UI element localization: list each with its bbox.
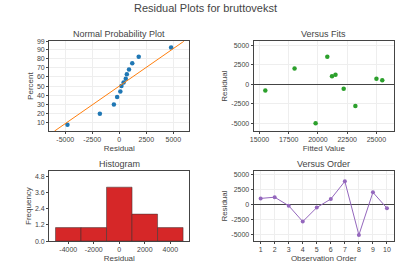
svg-text:60: 60: [37, 73, 45, 80]
svg-text:-5000: -5000: [231, 231, 249, 238]
svg-text:40: 40: [37, 92, 45, 99]
svg-text:-5000: -5000: [56, 136, 74, 143]
svg-text:Percent: Percent: [26, 72, 35, 100]
svg-text:Versus Order: Versus Order: [297, 159, 350, 169]
svg-text:0: 0: [245, 201, 249, 208]
svg-text:-2500: -2500: [231, 216, 249, 223]
svg-text:1.2: 1.2: [35, 221, 45, 228]
svg-text:10: 10: [37, 119, 45, 126]
svg-text:20000: 20000: [308, 136, 328, 143]
svg-text:3: 3: [287, 246, 291, 253]
svg-text:70: 70: [37, 64, 45, 71]
svg-text:4000: 4000: [163, 246, 179, 253]
svg-text:30: 30: [37, 101, 45, 108]
svg-text:10: 10: [383, 246, 391, 253]
svg-text:Versus Fits: Versus Fits: [301, 29, 346, 39]
svg-text:3.6: 3.6: [35, 189, 45, 196]
svg-text:5000: 5000: [234, 171, 250, 178]
svg-text:Frequency: Frequency: [24, 187, 33, 225]
svg-text:25000: 25000: [367, 136, 387, 143]
svg-text:6: 6: [329, 246, 333, 253]
svg-text:0: 0: [117, 246, 121, 253]
svg-text:Normal Probability Plot: Normal Probability Plot: [73, 29, 165, 39]
svg-text:22500: 22500: [337, 136, 357, 143]
svg-text:17500: 17500: [279, 136, 299, 143]
svg-text:Residual: Residual: [220, 70, 229, 101]
svg-text:5000: 5000: [165, 136, 181, 143]
svg-text:Histogram: Histogram: [99, 159, 140, 169]
svg-text:-4000: -4000: [59, 246, 77, 253]
svg-text:4: 4: [301, 246, 305, 253]
svg-text:50: 50: [37, 83, 45, 90]
svg-text:Residual: Residual: [104, 144, 135, 153]
svg-text:2500: 2500: [234, 61, 250, 68]
svg-text:9: 9: [371, 246, 375, 253]
svg-text:-2500: -2500: [83, 136, 101, 143]
svg-text:1: 1: [259, 246, 263, 253]
svg-text:2: 2: [273, 246, 277, 253]
svg-text:7: 7: [343, 246, 347, 253]
svg-text:15000: 15000: [250, 136, 270, 143]
svg-text:0: 0: [245, 81, 249, 88]
svg-text:4.8: 4.8: [35, 173, 45, 180]
svg-text:2000: 2000: [137, 246, 153, 253]
svg-text:0: 0: [117, 136, 121, 143]
svg-text:5: 5: [315, 246, 319, 253]
svg-text:5000: 5000: [234, 42, 250, 49]
svg-text:2500: 2500: [234, 186, 250, 193]
svg-text:8: 8: [357, 246, 361, 253]
svg-text:-2000: -2000: [85, 246, 103, 253]
svg-text:Residual: Residual: [104, 254, 135, 263]
svg-text:Residual: Residual: [220, 190, 229, 221]
svg-text:Fitted Value: Fitted Value: [303, 144, 346, 153]
svg-text:80: 80: [37, 55, 45, 62]
svg-text:Residual Plots for bruttovekst: Residual Plots for bruttovekst: [134, 2, 277, 14]
svg-text:20: 20: [37, 110, 45, 117]
svg-text:99: 99: [37, 38, 45, 45]
svg-text:-5000: -5000: [231, 120, 249, 127]
svg-text:0.0: 0.0: [35, 238, 45, 245]
svg-text:90: 90: [37, 46, 45, 53]
svg-text:-2500: -2500: [231, 100, 249, 107]
svg-text:Observation Order: Observation Order: [291, 254, 357, 263]
svg-text:2500: 2500: [138, 136, 154, 143]
svg-text:2.4: 2.4: [35, 205, 45, 212]
